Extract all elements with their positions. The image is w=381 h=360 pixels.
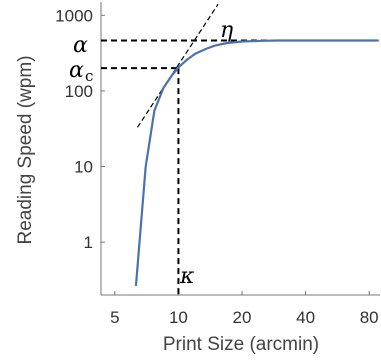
y-tick-label-1000: 1000	[55, 6, 93, 25]
annotation-labels: α α c κ η	[69, 18, 233, 289]
alpha-c-label: α	[69, 58, 84, 83]
series	[134, 39, 379, 287]
y-ticks: 1 10 100 1000	[55, 6, 105, 252]
guide-lines	[101, 3, 313, 295]
y-axis-title: Reading Speed (wpm)	[15, 55, 36, 244]
x-tick-label-40: 40	[296, 308, 315, 327]
eta-label: η	[220, 18, 233, 43]
x-tick-label-5: 5	[110, 308, 119, 327]
axes	[100, 2, 380, 296]
x-tick-label-20: 20	[233, 308, 252, 327]
y-tick-label-100: 100	[65, 82, 93, 101]
x-tick-label-80: 80	[360, 308, 379, 327]
x-ticks: 5 10 20 40 80	[110, 291, 379, 327]
y-tick-label-10: 10	[74, 158, 93, 177]
alpha-c-subscript: c	[85, 67, 93, 85]
y-tick-label-1: 1	[84, 233, 93, 252]
kappa-label: κ	[179, 264, 195, 289]
x-tick-label-10: 10	[169, 308, 188, 327]
x-axis-title: Print Size (arcmin)	[163, 334, 319, 355]
series-line-0	[134, 39, 379, 287]
eta-slope-line	[136, 3, 219, 128]
alpha-label: α	[73, 33, 88, 58]
